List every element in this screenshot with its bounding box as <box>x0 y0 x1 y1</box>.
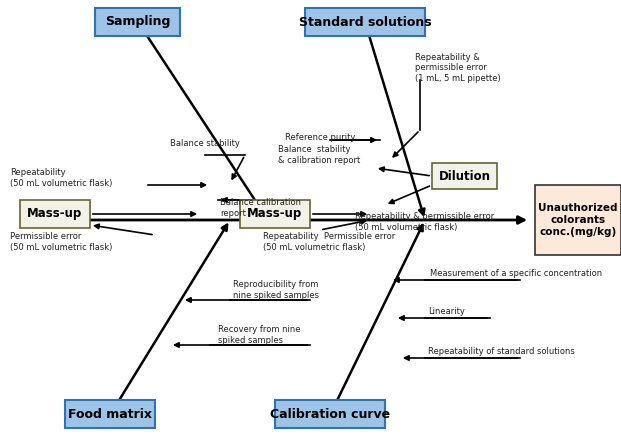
Text: Balance calibration
report: Balance calibration report <box>220 198 301 218</box>
Text: Mass-up: Mass-up <box>27 208 83 221</box>
Text: Repeatability
(50 mL volumetric flask): Repeatability (50 mL volumetric flask) <box>10 168 112 188</box>
Text: Repeatability &
permissible error
(1 mL, 5 mL pipette): Repeatability & permissible error (1 mL,… <box>415 53 501 83</box>
Text: Repeatability & permissible error
(50 mL volumetric flask): Repeatability & permissible error (50 mL… <box>355 212 494 232</box>
Text: Repeatability of standard solutions: Repeatability of standard solutions <box>428 347 575 356</box>
FancyBboxPatch shape <box>240 200 310 228</box>
Text: Calibration curve: Calibration curve <box>270 407 390 420</box>
Text: Mass-up: Mass-up <box>247 208 302 221</box>
Text: Unauthorized
colorants
conc.(mg/kg): Unauthorized colorants conc.(mg/kg) <box>538 203 618 236</box>
FancyBboxPatch shape <box>275 400 385 428</box>
Text: Measurement of a specific concentration: Measurement of a specific concentration <box>430 268 602 277</box>
FancyBboxPatch shape <box>305 8 425 36</box>
Text: Reference purity: Reference purity <box>285 132 355 142</box>
Text: Dilution: Dilution <box>438 170 491 183</box>
Text: Sampling: Sampling <box>105 15 170 28</box>
Text: Balance stability: Balance stability <box>170 139 240 148</box>
Text: Balance  stability
& calibration report: Balance stability & calibration report <box>278 145 360 165</box>
Text: Standard solutions: Standard solutions <box>299 15 432 28</box>
Text: Linearity: Linearity <box>428 306 465 316</box>
Text: Permissible error
(50 mL volumetric flask): Permissible error (50 mL volumetric flas… <box>10 232 112 252</box>
FancyBboxPatch shape <box>65 400 155 428</box>
Text: Reproducibility from
nine spiked samples: Reproducibility from nine spiked samples <box>233 280 319 300</box>
Text: Repeatability  Permissible error
(50 mL volumetric flask): Repeatability Permissible error (50 mL v… <box>263 232 395 252</box>
FancyBboxPatch shape <box>535 185 621 255</box>
FancyBboxPatch shape <box>20 200 90 228</box>
Text: Recovery from nine
spiked samples: Recovery from nine spiked samples <box>218 325 301 345</box>
FancyBboxPatch shape <box>432 163 497 189</box>
Text: Food matrix: Food matrix <box>68 407 152 420</box>
FancyBboxPatch shape <box>95 8 180 36</box>
